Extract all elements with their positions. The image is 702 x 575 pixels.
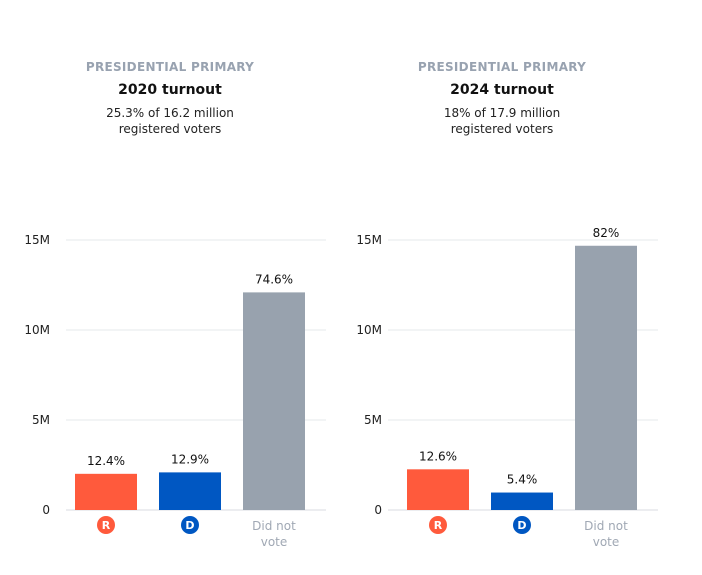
party-badge-r [97,516,115,534]
x-tick-label: vote [593,535,620,549]
data-label: 82% [593,226,620,240]
bar-d [159,472,221,510]
data-label: 12.4% [87,454,125,468]
chart-header-2024: PRESIDENTIAL PRIMARY 2024 turnout 18% of… [372,60,632,137]
chart-header-2020: PRESIDENTIAL PRIMARY 2020 turnout 25.3% … [40,60,300,137]
x-tick-label: D [185,519,194,532]
chart-title: 2024 turnout [450,82,554,98]
y-tick-label: 15M [356,233,382,247]
bar-did-not-vote [243,292,305,510]
chart-subtitle: registered voters [450,122,554,136]
party-badge-d [181,516,199,534]
bar-r [407,469,469,510]
chart-subtitle: 25.3% of 16.2 million [106,106,234,120]
chart-subtitle: 18% of 17.9 million [443,106,561,120]
party-badge-d [513,516,531,534]
data-label: 12.6% [419,449,457,463]
data-label: 5.4% [507,473,538,487]
y-tick-label: 0 [42,503,50,517]
x-tick-label: D [517,519,526,532]
chart-subtitle: registered voters [118,122,222,136]
data-label: 12.9% [171,452,209,466]
y-tick-label: 0 [374,503,382,517]
y-tick-label: 5M [32,413,50,427]
y-tick-label: 5M [364,413,382,427]
chart-kicker: PRESIDENTIAL PRIMARY [417,60,587,74]
data-label: 74.6% [255,272,293,286]
y-tick-label: 15M [24,233,50,247]
x-tick-label: Did not [584,519,628,533]
y-tick-label: 10M [356,323,382,337]
x-tick-label: vote [261,535,288,549]
x-tick-label: R [434,519,443,532]
y-tick-label: 10M [24,323,50,337]
bar-r [75,473,137,510]
chart-title: 2020 turnout [118,82,222,98]
x-tick-label: Did not [252,519,296,533]
chart-kicker: PRESIDENTIAL PRIMARY [85,60,255,74]
x-tick-label: R [102,519,111,532]
party-badge-r [429,516,447,534]
bar-did-not-vote [575,245,637,510]
bar-d [491,492,553,510]
